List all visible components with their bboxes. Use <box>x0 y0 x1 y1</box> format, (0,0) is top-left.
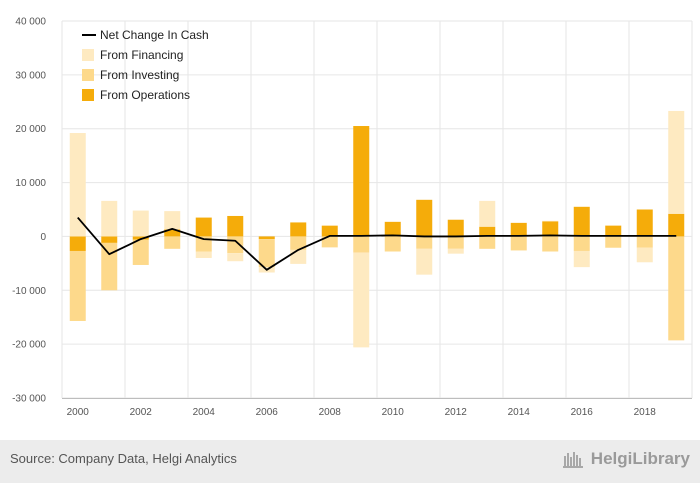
bar-from-investing <box>573 236 590 251</box>
x-tick-label: 2012 <box>445 407 468 418</box>
bar-from-financing <box>479 200 496 227</box>
x-tick-label: 2000 <box>67 407 90 418</box>
legend-swatch <box>82 69 94 81</box>
chart: 40 000 30 000 20 000 10 000 0 -10 000 -20 000 -… <box>12 17 693 418</box>
bar-from-financing <box>668 110 685 214</box>
bar-from-operations <box>132 236 149 240</box>
legend-label: From Operations <box>100 88 190 102</box>
brand-name: HelgiLibrary <box>590 449 690 468</box>
bar-from-financing <box>605 225 622 226</box>
bar-layer <box>69 110 685 348</box>
footer: Source: Company Data, Helgi Analytics He… <box>0 440 700 483</box>
bar-from-operations <box>447 219 464 237</box>
bar-from-operations <box>479 226 496 237</box>
bar-from-investing <box>510 236 527 251</box>
y-tick-label: 0 <box>40 232 46 243</box>
bar-from-investing <box>321 236 338 248</box>
x-tick-label: 2004 <box>193 407 216 418</box>
legend: Net Change In Cash From Financing From Inv… <box>82 28 209 102</box>
bar-from-financing <box>636 247 653 263</box>
bar-from-operations <box>101 236 118 243</box>
bar-from-financing <box>384 221 401 222</box>
bar-from-financing <box>321 247 338 248</box>
bar-from-operations <box>164 229 181 237</box>
bar-from-investing <box>447 236 464 249</box>
bar-from-investing <box>258 239 275 268</box>
bar-from-operations <box>605 225 622 237</box>
bar-from-investing <box>542 236 559 252</box>
legend-swatch <box>82 49 94 61</box>
bar-from-investing <box>605 236 622 248</box>
y-tick-label: -30 000 <box>12 394 46 405</box>
bar-from-investing <box>353 236 370 253</box>
bar-from-operations <box>353 126 370 237</box>
bar-from-financing <box>164 211 181 230</box>
bar-from-operations <box>542 221 559 237</box>
bar-from-financing <box>416 248 433 275</box>
bar-from-financing <box>132 210 149 237</box>
bar-from-operations <box>573 206 590 237</box>
bar-from-financing <box>353 252 370 348</box>
bar-from-investing <box>164 236 181 249</box>
y-tick-label: -10 000 <box>12 286 46 297</box>
bar-from-financing <box>573 250 590 268</box>
x-tick-label: 2002 <box>130 407 153 418</box>
bar-from-operations <box>290 222 307 237</box>
x-tick-label: 2014 <box>508 407 531 418</box>
bar-from-financing <box>195 251 212 258</box>
axis-layer: 40 000 30 000 20 000 10 000 0 -10 000 -20 000 -… <box>12 17 692 418</box>
y-tick-label: 10 000 <box>15 178 46 189</box>
x-tick-label: 2010 <box>382 407 405 418</box>
bar-from-operations <box>195 217 212 237</box>
x-tick-label: 2008 <box>319 407 342 418</box>
bar-from-operations <box>227 215 244 237</box>
legend-label: Net Change In Cash <box>100 28 209 42</box>
bar-from-operations <box>416 199 433 237</box>
bar-from-operations <box>258 236 275 240</box>
legend-swatch <box>82 89 94 101</box>
bar-from-investing <box>636 236 653 248</box>
legend-label: From Financing <box>100 48 183 62</box>
bar-from-operations <box>69 236 86 251</box>
bar-from-investing <box>384 236 401 252</box>
bar-from-investing <box>668 236 685 341</box>
x-tick-label: 2016 <box>571 407 594 418</box>
x-tick-label: 2018 <box>634 407 657 418</box>
y-tick-label: 40 000 <box>15 17 46 28</box>
bar-from-investing <box>132 239 149 265</box>
bar-from-financing <box>101 200 118 237</box>
bar-from-operations <box>510 222 527 237</box>
bar-from-operations <box>321 225 338 237</box>
bar-from-financing <box>227 253 244 262</box>
bar-from-operations <box>668 213 685 237</box>
y-tick-label: -20 000 <box>12 340 46 351</box>
bar-from-financing <box>290 249 307 264</box>
y-tick-label: 30 000 <box>15 70 46 81</box>
bar-from-financing <box>447 248 464 254</box>
bar-from-investing <box>290 236 307 250</box>
bar-from-financing <box>542 220 559 222</box>
bar-from-investing <box>101 242 118 291</box>
bar-from-operations <box>636 209 653 237</box>
chart-svg: 40 000 30 000 20 000 10 000 0 -10 000 -20 000 -… <box>12 17 693 418</box>
bar-from-investing <box>69 250 86 321</box>
legend-label: From Investing <box>100 68 179 82</box>
y-tick-label: 20 000 <box>15 124 46 135</box>
library-logo-icon <box>562 452 583 468</box>
bar-from-investing <box>416 236 433 249</box>
line-net-change-in-cash <box>77 216 677 271</box>
bar-from-operations <box>384 221 401 237</box>
line-layer <box>77 216 677 271</box>
x-tick-label: 2006 <box>256 407 279 418</box>
bar-from-financing <box>69 133 86 237</box>
source-text: Source: Company Data, Helgi Analytics <box>10 451 237 466</box>
bar-from-investing <box>479 236 496 249</box>
brand[interactable]: HelgiLibrary <box>562 449 690 469</box>
bar-from-financing <box>510 222 527 223</box>
